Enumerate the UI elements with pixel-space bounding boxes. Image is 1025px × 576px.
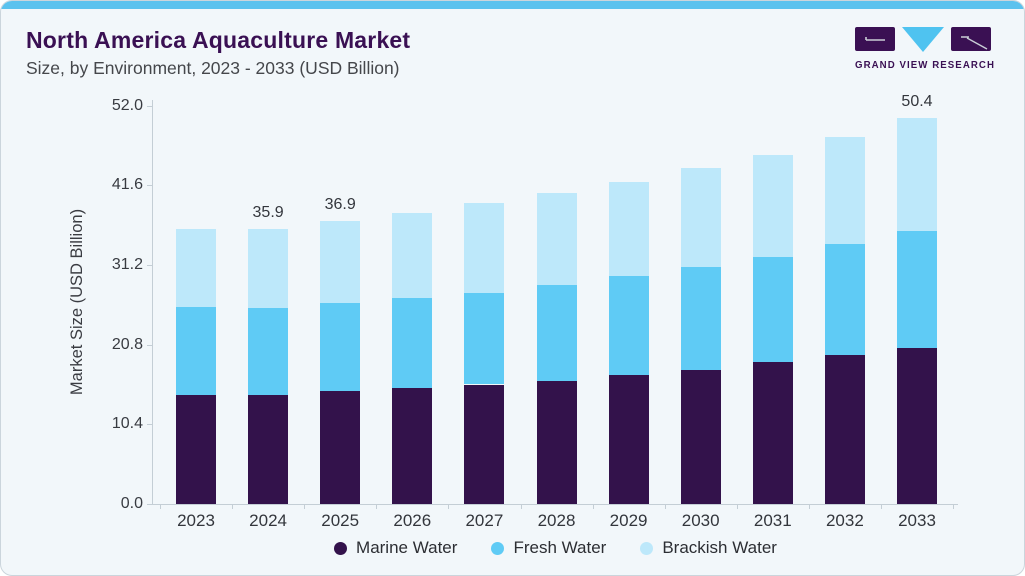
bar-segment-marine-water-2024 <box>248 395 289 504</box>
bar-segment-brackish-water-2030 <box>680 168 721 268</box>
legend-label: Marine Water <box>356 538 458 557</box>
x-tick-mark <box>808 505 810 509</box>
y-tick-label: 10.4 <box>111 415 143 433</box>
bar-segment-marine-water-2026 <box>392 388 433 504</box>
y-axis-line <box>152 100 153 505</box>
logo-g-glyph <box>865 37 885 41</box>
bar-segment-marine-water-2031 <box>752 361 793 504</box>
bar-value-label-2033: 50.4 <box>901 92 933 110</box>
legend-label: Fresh Water <box>513 538 607 557</box>
bar-segment-fresh-water-2032 <box>824 244 865 356</box>
logo-g-block <box>855 27 895 51</box>
bar-segment-brackish-water-2027 <box>464 202 505 294</box>
bar-segment-brackish-water-2033 <box>897 117 937 232</box>
x-tick-label-2033: 2033 <box>898 511 936 530</box>
bar-segment-brackish-water-2028 <box>536 193 577 285</box>
bar-segment-marine-water-2025 <box>320 391 361 504</box>
bar-segment-marine-water-2027 <box>464 384 505 504</box>
x-tick-label-2027: 2027 <box>465 511 504 530</box>
bar-segment-fresh-water-2024 <box>248 307 289 396</box>
logo-v-triangle <box>902 27 944 52</box>
bar-segment-fresh-water-2029 <box>608 275 649 375</box>
x-tick-mark <box>953 505 954 509</box>
bar-value-label-2024: 35.9 <box>252 204 284 221</box>
y-tick-mark <box>147 504 153 505</box>
logo-text: GRAND VIEW RESEARCH <box>855 60 995 71</box>
grand-view-research-logo: GRAND VIEW RESEARCH <box>855 27 995 71</box>
x-tick-label-2025: 2025 <box>321 511 360 530</box>
x-tick-mark <box>232 505 234 509</box>
x-tick-label-2030: 2030 <box>681 511 720 530</box>
x-tick-label-2029: 2029 <box>609 511 648 530</box>
bar-segment-fresh-water-2031 <box>752 256 793 362</box>
legend-dot <box>334 541 348 555</box>
legend-dot <box>640 541 654 555</box>
x-tick-label-2023: 2023 <box>177 511 215 530</box>
bar-segment-fresh-water-2023 <box>176 307 216 396</box>
y-tick-mark <box>147 265 153 266</box>
legend-item-marine-water: Marine Water <box>334 538 457 558</box>
legend-dot <box>491 541 505 555</box>
y-tick-label: 0.0 <box>120 495 143 512</box>
x-tick-label-2028: 2028 <box>537 511 576 530</box>
x-tick-label-2024: 2024 <box>249 511 287 530</box>
x-tick-mark <box>881 505 882 509</box>
x-tick-mark <box>376 505 378 509</box>
bar-segment-marine-water-2023 <box>176 395 216 504</box>
legend-label: Brackish Water <box>662 538 777 557</box>
bar-segment-fresh-water-2033 <box>897 231 937 348</box>
chart-legend: Marine Water Fresh Water Brackish Water <box>153 538 958 558</box>
legend-item-fresh-water: Fresh Water <box>491 538 606 558</box>
bar-segment-marine-water-2030 <box>680 369 721 504</box>
y-tick-label: 31.2 <box>111 256 143 273</box>
x-tick-mark <box>520 505 522 509</box>
logo-r-glyph <box>961 36 988 50</box>
y-tick-mark <box>147 344 153 346</box>
y-tick-label: 20.8 <box>111 335 143 353</box>
y-tick-mark <box>147 424 153 426</box>
bar-segment-brackish-water-2031 <box>752 154 793 257</box>
x-tick-mark <box>304 505 306 509</box>
y-tick-mark <box>147 185 153 187</box>
x-tick-mark <box>664 505 666 509</box>
bar-segment-fresh-water-2028 <box>536 284 577 381</box>
x-tick-mark <box>592 505 594 509</box>
bar-segment-fresh-water-2030 <box>680 267 721 370</box>
bar-segment-marine-water-2032 <box>824 355 865 504</box>
top-accent-bar <box>1 1 1024 9</box>
x-tick-mark <box>448 505 450 509</box>
bar-segment-marine-water-2028 <box>536 380 577 504</box>
x-tick-label-2026: 2026 <box>393 511 432 530</box>
bar-value-label-2025: 36.9 <box>324 196 356 214</box>
bar-segment-brackish-water-2023 <box>176 229 216 308</box>
bar-segment-fresh-water-2027 <box>464 293 505 385</box>
y-tick-label: 41.6 <box>111 176 143 194</box>
bar-segment-marine-water-2029 <box>608 374 649 504</box>
legend-item-brackish-water: Brackish Water <box>640 538 777 558</box>
bar-segment-marine-water-2033 <box>897 347 937 504</box>
bar-segment-brackish-water-2032 <box>824 137 865 245</box>
y-tick-mark <box>147 105 153 107</box>
bar-segment-brackish-water-2029 <box>608 182 649 276</box>
chart-title: North America Aquaculture Market <box>26 27 411 53</box>
x-tick-label-2031: 2031 <box>753 511 792 530</box>
x-axis-line <box>147 504 958 505</box>
x-tick-mark <box>160 505 161 509</box>
bar-segment-fresh-water-2025 <box>320 302 361 392</box>
x-tick-label-2032: 2032 <box>825 511 864 530</box>
chart-subtitle: Size, by Environment, 2023 - 2033 (USD B… <box>26 58 400 78</box>
bar-segment-brackish-water-2026 <box>392 212 433 298</box>
x-tick-mark <box>736 505 738 509</box>
bar-segment-brackish-water-2024 <box>248 229 289 308</box>
bar-segment-fresh-water-2026 <box>392 297 433 389</box>
bar-segment-brackish-water-2025 <box>320 221 361 303</box>
y-tick-label: 52.0 <box>111 96 143 114</box>
